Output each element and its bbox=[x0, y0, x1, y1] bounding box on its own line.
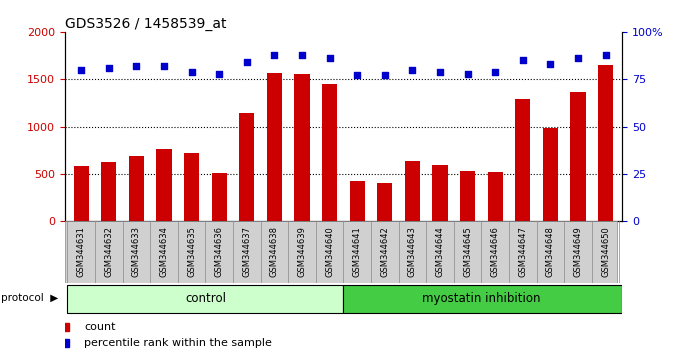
Text: GSM344638: GSM344638 bbox=[270, 226, 279, 277]
Bar bbox=[543, 129, 558, 221]
Bar bbox=[267, 73, 282, 221]
Text: GSM344643: GSM344643 bbox=[408, 226, 417, 277]
Bar bbox=[377, 183, 392, 221]
Text: GSM344650: GSM344650 bbox=[601, 226, 610, 277]
Point bbox=[158, 63, 169, 69]
Point bbox=[296, 52, 307, 57]
Text: GSM344632: GSM344632 bbox=[104, 226, 114, 277]
Point bbox=[75, 67, 86, 73]
Text: GSM344647: GSM344647 bbox=[518, 226, 527, 277]
Text: percentile rank within the sample: percentile rank within the sample bbox=[84, 338, 272, 348]
Text: GSM344649: GSM344649 bbox=[573, 226, 583, 277]
Text: myostatin inhibition: myostatin inhibition bbox=[422, 292, 541, 305]
Bar bbox=[432, 165, 447, 221]
Text: GSM344644: GSM344644 bbox=[435, 226, 445, 277]
Point bbox=[103, 65, 114, 71]
Text: GSM344639: GSM344639 bbox=[297, 226, 307, 277]
Text: GSM344635: GSM344635 bbox=[187, 226, 196, 277]
Point bbox=[324, 56, 335, 61]
Bar bbox=[343, 285, 622, 314]
Text: count: count bbox=[84, 322, 116, 332]
Text: GDS3526 / 1458539_at: GDS3526 / 1458539_at bbox=[65, 17, 226, 31]
Text: GSM344634: GSM344634 bbox=[160, 226, 169, 277]
Text: GSM344641: GSM344641 bbox=[353, 226, 362, 277]
Bar bbox=[156, 149, 171, 221]
Point bbox=[517, 57, 528, 63]
Bar bbox=[67, 285, 343, 314]
Text: GSM344636: GSM344636 bbox=[215, 226, 224, 277]
Bar bbox=[405, 161, 420, 221]
Point bbox=[600, 52, 611, 57]
Bar bbox=[73, 166, 89, 221]
Text: protocol  ▶: protocol ▶ bbox=[1, 293, 58, 303]
Point bbox=[214, 71, 224, 76]
Bar bbox=[350, 182, 364, 221]
Point bbox=[352, 73, 362, 78]
Bar bbox=[460, 171, 475, 221]
Point bbox=[269, 52, 280, 57]
Point bbox=[241, 59, 252, 65]
Text: GSM344648: GSM344648 bbox=[546, 226, 555, 277]
Bar bbox=[515, 99, 530, 221]
Bar bbox=[211, 173, 226, 221]
Point bbox=[573, 56, 583, 61]
Text: GSM344637: GSM344637 bbox=[242, 226, 252, 277]
Bar bbox=[488, 172, 503, 221]
Bar bbox=[294, 74, 309, 221]
Text: GSM344631: GSM344631 bbox=[77, 226, 86, 277]
Bar bbox=[101, 161, 116, 221]
Text: GSM344645: GSM344645 bbox=[463, 226, 472, 277]
Point bbox=[186, 69, 197, 74]
Point bbox=[435, 69, 445, 74]
Bar bbox=[184, 153, 199, 221]
Point bbox=[379, 73, 390, 78]
Text: GSM344642: GSM344642 bbox=[380, 226, 390, 277]
Bar bbox=[598, 65, 613, 221]
Point bbox=[407, 67, 418, 73]
Point bbox=[462, 71, 473, 76]
Text: GSM344633: GSM344633 bbox=[132, 226, 141, 277]
Bar bbox=[129, 156, 144, 221]
Text: control: control bbox=[185, 292, 226, 305]
Text: GSM344640: GSM344640 bbox=[325, 226, 334, 277]
Text: GSM344646: GSM344646 bbox=[491, 226, 500, 277]
Point bbox=[131, 63, 142, 69]
Point bbox=[545, 61, 556, 67]
Bar bbox=[322, 84, 337, 221]
Bar bbox=[239, 113, 254, 221]
Bar bbox=[571, 92, 585, 221]
Point bbox=[490, 69, 500, 74]
